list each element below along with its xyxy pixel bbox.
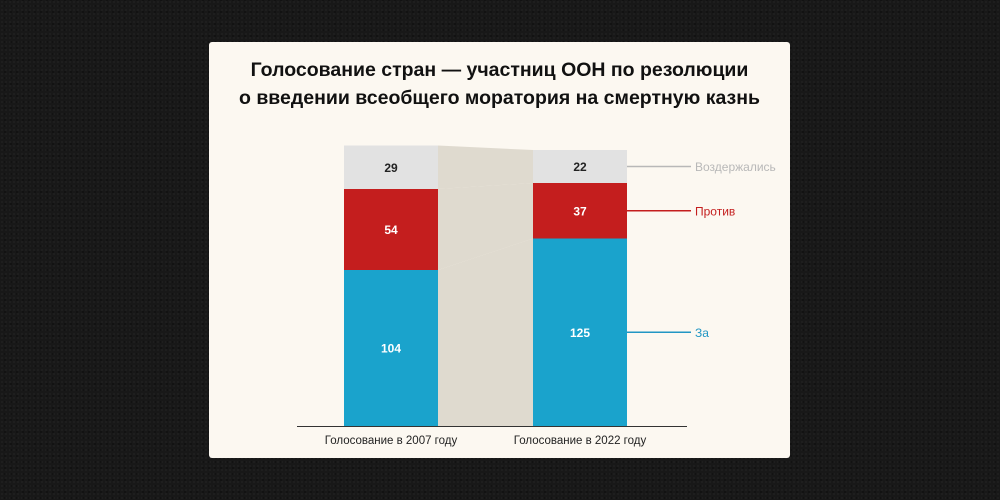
x-tick-label-0: Голосование в 2007 году <box>325 435 458 447</box>
x-tick-label-1: Голосование в 2022 году <box>514 435 647 447</box>
bar-1-series-1 <box>533 183 627 239</box>
data-label-0-series-0: 104 <box>381 342 401 356</box>
connector-series-0 <box>438 238 533 426</box>
connector-series-2 <box>438 145 533 189</box>
bar-1-series-0 <box>533 238 627 426</box>
bar-0-series-2 <box>344 145 438 189</box>
bar-group-0: 104 54 29 <box>344 145 438 426</box>
bar-0-series-1 <box>344 189 438 270</box>
legend-label-series-2: Воздержались <box>695 160 776 174</box>
legend-label-series-1: Против <box>695 204 735 218</box>
bar-0-series-0 <box>344 270 438 426</box>
data-label-1-series-2: 22 <box>573 160 587 174</box>
data-label-0-series-1: 54 <box>384 223 398 237</box>
bar-1-series-2 <box>533 150 627 183</box>
data-label-1-series-1: 37 <box>573 204 587 218</box>
data-label-0-series-2: 29 <box>384 161 398 175</box>
chart-title: Голосование стран — участниц ООН по резо… <box>209 56 790 112</box>
chart-title-line-2: о введении всеобщего моратория на смертн… <box>238 87 760 109</box>
bar-group-1: 125 37 22 <box>533 150 627 426</box>
connector-bands <box>438 145 533 426</box>
chart-card: Голосование стран — участниц ООН по резо… <box>209 42 790 458</box>
chart-title-line-1: Голосование стран — участниц ООН по резо… <box>250 59 749 81</box>
legend-label-series-0: За <box>695 326 709 340</box>
stacked-bar-chart: 104 54 29 125 37 22 Голосование в 2007 году Гол… <box>297 145 776 447</box>
data-label-1-series-0: 125 <box>570 326 590 340</box>
connector-series-1 <box>438 183 533 270</box>
